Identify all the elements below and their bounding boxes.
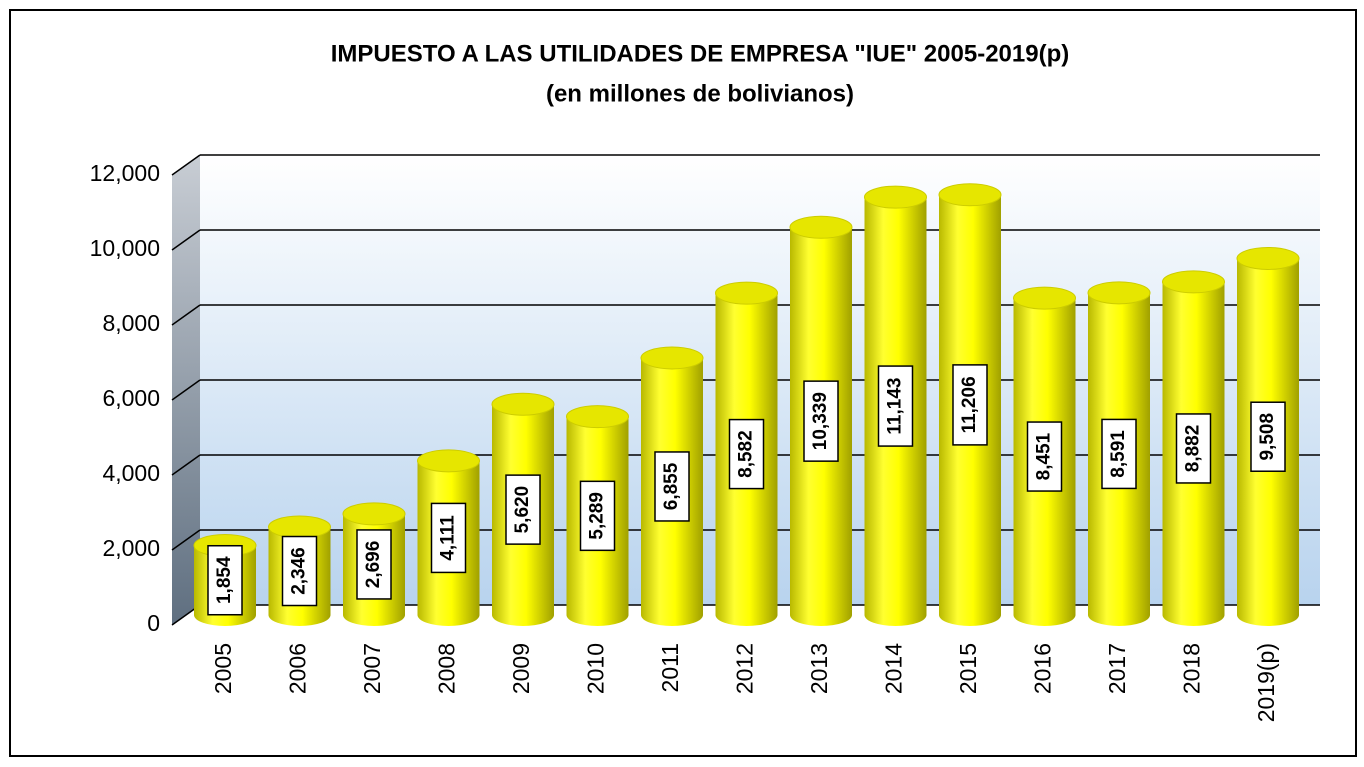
grid-line-side [171, 529, 201, 551]
bar-top [864, 185, 927, 209]
value-label: 9,508 [1257, 413, 1278, 461]
value-label-box [1250, 401, 1286, 472]
grid-line-side [171, 379, 201, 401]
value-label-box [579, 480, 616, 552]
y-tick-label: 2,000 [102, 535, 160, 561]
value-label: 8,591 [1108, 430, 1129, 478]
x-tick-label: 2016 [1030, 643, 1056, 694]
value-label-box [281, 535, 318, 607]
value-label: 6,855 [661, 462, 682, 510]
x-tick-label: 2011 [657, 643, 683, 692]
value-label-box [877, 365, 914, 447]
value-label: 11,143 [885, 378, 906, 435]
value-label: 1,854 [214, 556, 235, 604]
bar-top [715, 281, 778, 305]
value-label: 2,696 [363, 541, 384, 589]
x-tick-label: 2013 [806, 643, 832, 694]
grid-line-side [171, 304, 201, 326]
grid-line-side [171, 454, 201, 476]
value-label: 8,451 [1034, 432, 1055, 480]
value-label: 4,111 [438, 515, 459, 561]
x-tick-label: 2006 [285, 643, 311, 694]
value-label-box [207, 544, 243, 616]
value-label-box [1026, 421, 1063, 492]
grid-line-side [171, 229, 201, 251]
y-tick-label: 6,000 [102, 385, 160, 411]
x-tick-label: 2010 [583, 643, 609, 694]
bar-top [789, 215, 853, 239]
bar-top [1162, 270, 1225, 294]
bar-top [491, 392, 555, 416]
x-tick-label: 2014 [881, 643, 907, 694]
y-tick-label: 10,000 [90, 235, 160, 261]
bar-top [938, 183, 1002, 207]
value-label: 8,882 [1183, 425, 1204, 473]
y-tick-label: 8,000 [102, 310, 160, 336]
value-label: 11,206 [959, 376, 980, 433]
bar-top [640, 346, 704, 370]
x-tick-label: 2007 [359, 643, 385, 694]
y-tick-label: 4,000 [102, 460, 160, 486]
value-label-box [1175, 413, 1212, 484]
bar-top [1013, 286, 1076, 310]
bar-top [1087, 281, 1151, 305]
value-label-box [803, 380, 839, 462]
value-label-box [1101, 418, 1137, 490]
x-tick-label: 2015 [955, 643, 981, 694]
value-label-box [430, 502, 467, 574]
value-label-box [505, 474, 541, 545]
x-tick-label: 2018 [1179, 643, 1205, 694]
value-label: 10,339 [810, 392, 831, 450]
x-tick-label: 2017 [1104, 643, 1130, 694]
y-tick-label: 0 [147, 610, 160, 636]
x-tick-label: 2012 [732, 643, 758, 694]
grid-line-side [171, 154, 201, 176]
x-tick-label: 2009 [508, 643, 534, 694]
bar-top [566, 405, 629, 429]
x-tick-label: 2005 [210, 643, 236, 694]
chart-subtitle: (en millones de bolivianos) [546, 80, 854, 107]
y-tick-label: 12,000 [90, 160, 160, 186]
bar-top [1236, 246, 1300, 270]
bar-top [417, 449, 480, 473]
value-label-box [356, 529, 392, 600]
chart-title: IMPUESTO A LAS UTILIDADES DE EMPRESA "IU… [331, 40, 1069, 67]
value-label: 8,582 [736, 430, 757, 478]
value-label: 5,289 [587, 492, 608, 540]
x-tick-label: 2008 [434, 643, 460, 694]
value-label: 2,346 [289, 547, 310, 595]
bar-top [342, 502, 406, 526]
bar-top [268, 515, 331, 539]
value-label-box [952, 364, 988, 446]
value-label-box [728, 418, 765, 490]
value-label-box [654, 451, 690, 522]
value-label: 5,620 [512, 486, 533, 534]
x-tick-label: 2019(p) [1253, 643, 1279, 722]
